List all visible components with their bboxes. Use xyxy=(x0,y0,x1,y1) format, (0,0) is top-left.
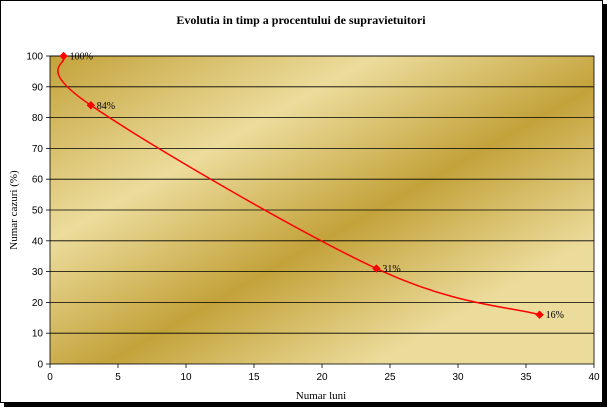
y-axis-label: Numar cazuri (%) xyxy=(8,170,20,250)
data-label: 84% xyxy=(97,101,115,112)
y-axis-ticks: 0 10 20 30 40 50 60 70 80 90 100 xyxy=(26,52,50,371)
data-point-marker xyxy=(372,264,381,273)
chart-frame: Evolutia in timp a procentului de suprav… xyxy=(0,0,603,403)
series-line xyxy=(57,55,540,316)
y-tick-label: 20 xyxy=(32,298,44,309)
data-label: 31% xyxy=(382,264,400,275)
y-tick-label: 50 xyxy=(32,206,44,217)
x-tick-label: 0 xyxy=(47,372,53,383)
data-point-marker xyxy=(535,310,544,319)
data-label: 16% xyxy=(546,310,564,321)
x-tick-label: 30 xyxy=(452,372,464,383)
y-tick-label: 70 xyxy=(32,144,44,155)
y-tick-label: 90 xyxy=(32,82,44,93)
y-tick-label: 40 xyxy=(32,236,44,247)
y-tick-label: 10 xyxy=(32,329,44,340)
x-tick-label: 40 xyxy=(588,372,600,383)
x-tick-label: 5 xyxy=(115,372,121,383)
gridlines xyxy=(50,55,594,334)
data-point-marker xyxy=(86,101,96,110)
data-point-marker xyxy=(59,51,68,61)
line-chart: Evolutia in timp a procentului de suprav… xyxy=(8,13,600,402)
chart-title: Evolutia in timp a procentului de suprav… xyxy=(176,13,426,27)
x-tick-label: 25 xyxy=(384,372,396,383)
x-tick-label: 20 xyxy=(316,372,328,383)
x-tick-label: 10 xyxy=(180,372,192,383)
x-tick-label: 35 xyxy=(520,372,532,383)
x-axis-label: Numar luni xyxy=(296,390,346,402)
y-tick-label: 30 xyxy=(32,267,44,278)
y-tick-label: 100 xyxy=(26,52,43,63)
x-axis-ticks: 0 5 10 15 20 25 30 35 40 xyxy=(47,364,600,383)
data-label: 100% xyxy=(70,52,93,63)
y-tick-label: 0 xyxy=(37,360,43,371)
x-tick-label: 15 xyxy=(248,372,260,383)
y-tick-label: 80 xyxy=(32,113,44,124)
series: 100% 84% 31% 16% xyxy=(57,51,564,321)
y-tick-label: 60 xyxy=(32,175,44,186)
